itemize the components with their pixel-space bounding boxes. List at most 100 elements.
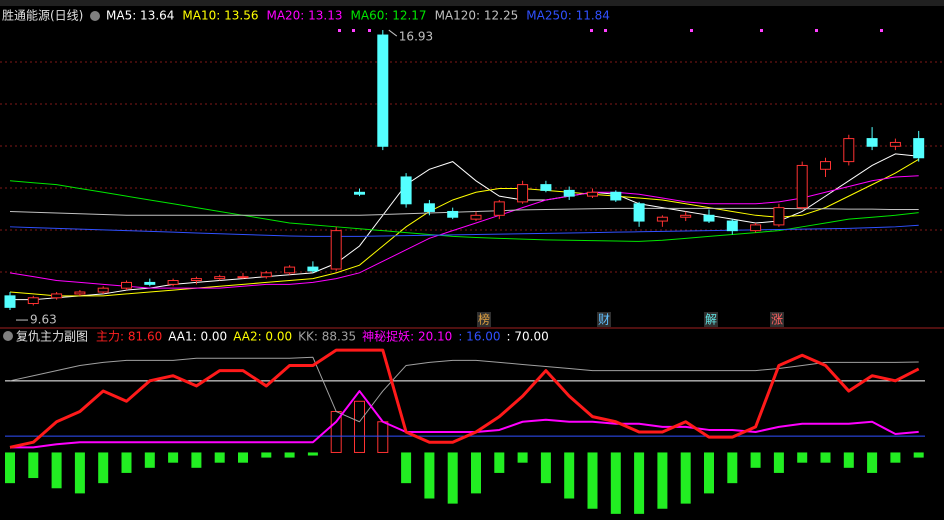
bar	[680, 452, 691, 504]
bar	[191, 452, 202, 468]
bar	[610, 452, 621, 514]
bar	[121, 452, 132, 473]
bar	[494, 452, 505, 473]
bar	[307, 452, 318, 456]
candle-body	[703, 214, 715, 222]
bar	[890, 452, 901, 463]
indicator-line	[10, 390, 919, 449]
grid	[0, 61, 944, 273]
candle-body	[610, 191, 622, 201]
ma-line	[9, 180, 919, 242]
dots	[338, 29, 883, 32]
candle-body	[214, 276, 226, 280]
ma-line	[9, 158, 919, 297]
candle-body	[121, 281, 132, 289]
candle-body	[913, 138, 925, 159]
bar	[144, 452, 155, 468]
bar	[564, 452, 575, 499]
candle-body	[587, 191, 598, 197]
indicator-line	[9, 348, 920, 449]
candle-body	[284, 266, 296, 274]
bar	[377, 421, 389, 453]
legend-entry: MA5: 13.64	[106, 9, 174, 23]
bar	[214, 452, 225, 463]
legend-entry: KK: 88.35	[298, 330, 356, 344]
candle-body	[74, 291, 86, 295]
bar	[704, 452, 714, 494]
candle-body	[726, 220, 738, 232]
event-label: 解	[705, 313, 717, 327]
candle-body	[540, 184, 552, 191]
bar	[843, 452, 854, 468]
bar	[401, 452, 412, 484]
candle-body	[470, 214, 482, 220]
event-marker[interactable]	[597, 312, 611, 327]
bar	[447, 452, 458, 504]
candle-body	[517, 184, 529, 203]
collapse-icon[interactable]	[90, 11, 100, 21]
bar	[424, 452, 435, 499]
legend-entry: : 16.00	[458, 330, 500, 344]
bar	[540, 452, 551, 484]
bar	[354, 400, 365, 453]
candle-body	[889, 141, 901, 147]
candle-body	[680, 214, 692, 218]
candle-body	[307, 266, 319, 272]
bar	[284, 452, 295, 458]
bar	[51, 452, 62, 489]
candle-body	[237, 276, 249, 279]
ma-line	[9, 175, 919, 289]
candle-body	[773, 207, 785, 226]
candle-body	[423, 203, 435, 212]
candle-body	[190, 278, 202, 282]
bar	[168, 452, 179, 463]
candle-body	[354, 191, 365, 195]
chart-title: 胜通能源(日线)	[2, 8, 83, 23]
bar	[773, 452, 784, 473]
candle-body	[656, 216, 668, 222]
bar	[634, 452, 645, 514]
annotation: 9.63	[30, 313, 57, 327]
legend-entry: MA60: 12.17	[351, 9, 427, 23]
event-label: 涨	[771, 312, 783, 327]
candle-body	[843, 138, 855, 163]
bar	[28, 452, 39, 479]
legend-entry: 主力: 81.60	[96, 330, 162, 344]
event-marker[interactable]	[477, 312, 491, 327]
bar	[657, 452, 668, 509]
legend-entry: MA20: 13.13	[266, 9, 342, 23]
candle-body	[633, 203, 645, 222]
ma-line	[9, 207, 919, 216]
legend-entry: 神秘捉妖: 20.10	[362, 329, 452, 344]
event-label: 榜	[478, 312, 490, 327]
bar	[867, 452, 878, 473]
toolbar	[0, 0, 944, 6]
candle-body	[563, 189, 575, 197]
bar	[727, 452, 738, 484]
candle-body	[144, 281, 156, 285]
bar	[750, 452, 761, 468]
candle-body	[820, 161, 831, 170]
legend-entry: AA2: 0.00	[233, 330, 292, 344]
bar	[913, 452, 924, 458]
annotation: 16.93	[399, 30, 433, 44]
candle-body	[750, 224, 762, 232]
indicator-line	[9, 356, 919, 423]
legend-entry: : 70.00	[507, 330, 549, 344]
event-marker[interactable]	[770, 312, 784, 327]
collapse-icon[interactable]	[3, 331, 13, 341]
bar	[74, 452, 85, 494]
bar	[5, 452, 15, 484]
event-label: 财	[598, 313, 610, 327]
candle-body	[330, 230, 342, 270]
bar	[820, 452, 831, 463]
bar	[587, 452, 598, 509]
candle-body	[866, 138, 878, 147]
bar	[98, 452, 109, 484]
bar	[517, 452, 528, 463]
event-marker[interactable]	[704, 312, 718, 327]
candle-body	[97, 287, 109, 293]
sub-title: 复仇主力副图	[16, 330, 88, 344]
candle-body	[447, 210, 459, 218]
